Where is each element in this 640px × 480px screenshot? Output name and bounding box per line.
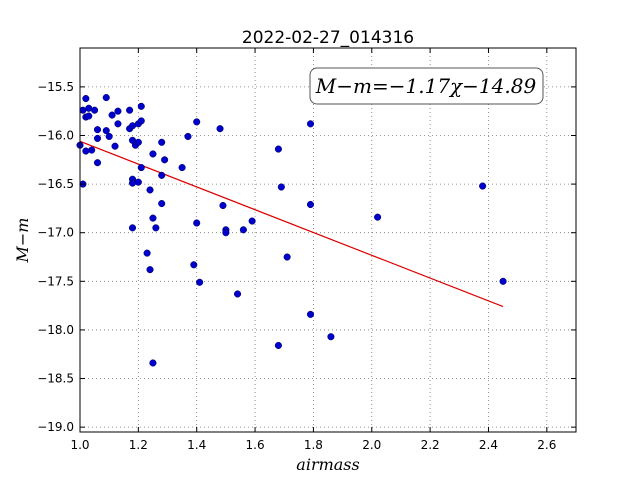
data-point <box>102 94 110 102</box>
data-point <box>184 132 192 141</box>
y-axis-label: M−m <box>13 218 32 264</box>
data-point <box>158 138 166 146</box>
data-point <box>306 200 315 209</box>
x-tick-label: 1.2 <box>129 438 148 452</box>
data-point <box>499 277 507 285</box>
annotation-frame <box>309 67 544 105</box>
data-point <box>143 249 151 257</box>
data-point <box>277 183 285 191</box>
data-point <box>105 132 113 141</box>
data-point <box>85 112 93 120</box>
fit-line-group <box>79 140 504 308</box>
data-point <box>91 106 99 114</box>
y-tick-label: −18.0 <box>37 323 74 337</box>
data-point <box>111 142 119 150</box>
data-point <box>137 164 145 172</box>
data-point <box>134 138 142 146</box>
data-point <box>374 213 382 221</box>
data-point <box>134 178 142 186</box>
data-point <box>274 145 282 153</box>
x-tick-label: 2.0 <box>362 438 381 452</box>
data-point <box>248 217 256 225</box>
data-point <box>193 219 201 227</box>
data-point <box>137 117 145 125</box>
data-point <box>114 120 122 128</box>
data-point <box>93 126 102 134</box>
x-tick-label: 1.4 <box>187 438 206 452</box>
y-tick-label: −18.5 <box>37 372 74 386</box>
data-point <box>146 186 154 194</box>
data-point <box>128 179 137 187</box>
y-tick-label: −17.0 <box>37 226 74 240</box>
x-tick-label: 2.6 <box>537 438 556 452</box>
data-point <box>306 310 315 318</box>
data-point <box>146 266 154 274</box>
y-axis-ticks: −15.5 −16.0 −16.5 −17.0 −17.5 −18.0 −18.5 −19.0 <box>37 80 576 434</box>
data-point <box>149 359 157 367</box>
y-tick-label: −15.5 <box>37 80 74 94</box>
data-point <box>306 120 315 128</box>
data-point <box>88 146 96 154</box>
fit-line <box>79 140 504 308</box>
data-point <box>274 341 282 350</box>
data-point <box>126 106 134 114</box>
data-point <box>128 224 137 232</box>
data-point <box>102 127 110 135</box>
data-point <box>283 253 291 261</box>
plot-frame <box>79 47 577 433</box>
data-point <box>178 164 186 172</box>
x-tick-label: 1.0 <box>70 438 89 452</box>
x-tick-label: 1.8 <box>304 438 323 452</box>
data-point <box>327 333 335 341</box>
data-point <box>137 102 145 110</box>
y-tick-label: −16.0 <box>37 128 74 142</box>
data-point <box>219 201 227 210</box>
data-point <box>93 159 102 167</box>
data-point <box>114 107 122 115</box>
data-point <box>161 156 169 164</box>
grid-lines <box>79 48 576 432</box>
data-point <box>216 125 224 133</box>
x-tick-label: 2.2 <box>421 438 440 452</box>
chart-title: 2022-02-27_014316 <box>242 28 414 48</box>
y-tick-label: −16.5 <box>37 177 74 191</box>
data-point <box>82 147 90 155</box>
data-point <box>190 261 198 269</box>
y-tick-label: −17.5 <box>37 274 74 288</box>
data-point <box>196 278 204 286</box>
data-point <box>234 290 242 298</box>
x-tick-label: 2.4 <box>479 438 498 452</box>
x-axis-label: airmass <box>296 455 359 474</box>
fit-equation: M−m=−1.17χ−14.89 <box>315 74 537 98</box>
fit-annotation-box: M−m=−1.17χ−14.89 <box>309 67 544 105</box>
data-point <box>149 214 157 222</box>
data-point <box>93 134 102 142</box>
x-axis-ticks: 1.0 1.2 1.4 1.6 1.8 2.0 2.2 2.4 2.6 <box>70 48 556 452</box>
data-point <box>152 224 160 232</box>
data-point <box>149 150 157 158</box>
data-point <box>108 111 116 119</box>
data-point <box>82 95 90 103</box>
data-point <box>158 199 166 208</box>
data-point <box>193 118 201 126</box>
data-point <box>222 229 230 237</box>
y-tick-label: −19.0 <box>37 420 74 434</box>
x-tick-label: 1.6 <box>246 438 265 452</box>
data-points <box>76 94 507 367</box>
data-point <box>479 182 487 190</box>
data-point <box>239 226 247 234</box>
data-point <box>158 171 166 179</box>
